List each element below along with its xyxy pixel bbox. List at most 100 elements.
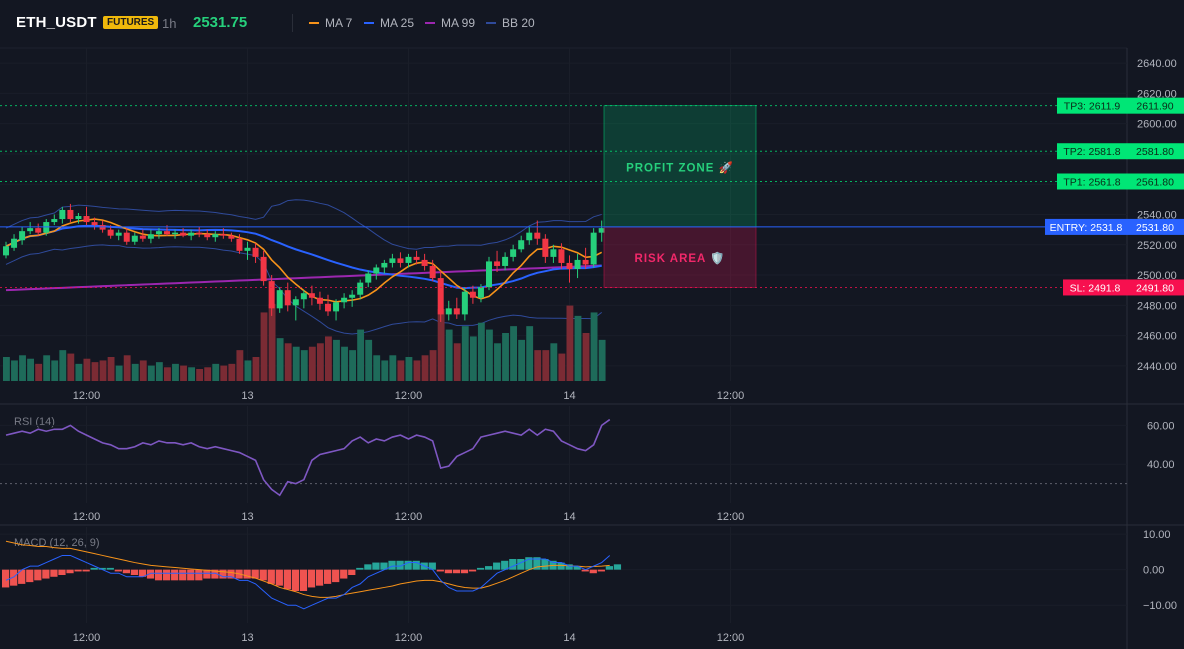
time-axis-label-macd: 14 <box>563 632 575 644</box>
ma99-line <box>5 264 602 292</box>
candle-body <box>550 249 557 257</box>
time-axis-label-macd: 13 <box>241 632 253 644</box>
candle-body <box>333 302 340 312</box>
candle-body <box>445 308 452 315</box>
macd-histogram-bar <box>219 569 227 579</box>
volume-bar <box>598 339 606 381</box>
macd-histogram-bar <box>332 569 340 583</box>
timeframe-selector[interactable]: 1h <box>162 16 177 31</box>
candle-body <box>244 247 251 251</box>
macd-histogram-bar <box>114 569 122 572</box>
volume-bar <box>284 343 292 381</box>
legend-ma99[interactable]: MA 99 <box>425 16 475 30</box>
level-label-sl: SL: 2491.8 <box>1070 282 1121 294</box>
legend-ma25[interactable]: MA 25 <box>364 16 414 30</box>
time-axis-label-rsi: 13 <box>241 511 253 523</box>
volume-bar <box>445 329 453 381</box>
time-axis-label-rsi: 14 <box>563 511 575 523</box>
macd-histogram-bar <box>211 569 219 579</box>
candle-body <box>518 240 525 250</box>
candle-body <box>228 235 235 239</box>
volume-bar <box>574 315 582 381</box>
volume-bar <box>107 357 115 381</box>
candle-body <box>147 234 154 239</box>
volume-bar <box>147 365 155 381</box>
volume-bar <box>172 363 179 381</box>
rsi-tick-label: 60.00 <box>1147 420 1175 432</box>
candle-body <box>574 259 581 269</box>
macd-line <box>5 554 611 610</box>
macd-histogram-bar <box>557 562 565 570</box>
volume-bar <box>389 355 397 381</box>
candle-body <box>276 290 283 309</box>
volume-bar <box>502 333 509 381</box>
level-axis-tag-tp1 <box>1127 173 1184 190</box>
legend-bb20-label: BB 20 <box>502 16 535 30</box>
volume-bar <box>325 336 332 381</box>
macd-histogram-bar <box>605 566 613 570</box>
profit-zone-label: PROFIT ZONE 🚀 <box>626 160 734 174</box>
candle-body <box>510 249 517 257</box>
candle-body <box>11 238 18 248</box>
candle-body <box>486 261 492 288</box>
candle-body <box>164 231 170 235</box>
macd-histogram-bar <box>154 569 163 581</box>
macd-histogram-bar <box>195 569 203 581</box>
candle-body <box>19 231 26 241</box>
candle-body <box>308 293 315 298</box>
volume-bar <box>341 346 348 381</box>
volume-bar <box>461 326 469 381</box>
level-axis-tag-tp2 <box>1127 143 1184 160</box>
volume-bar <box>349 350 356 381</box>
time-axis-label-rsi: 12:00 <box>395 511 423 523</box>
macd-histogram-bar <box>299 569 308 591</box>
macd-histogram-bar <box>589 569 597 574</box>
candle-body <box>542 238 549 257</box>
level-axis-label-tp3: 2611.90 <box>1136 101 1173 113</box>
macd-histogram-bar <box>34 569 42 581</box>
volume-bar <box>357 329 365 381</box>
legend-ma7-label: MA 7 <box>325 16 353 30</box>
candle-body <box>373 267 380 274</box>
candle-body <box>212 234 219 238</box>
candle-body <box>59 209 66 220</box>
macd-histogram-bar <box>380 562 388 570</box>
time-axis-label-main: 12:00 <box>395 390 423 402</box>
macd-histogram-bar <box>509 559 517 570</box>
macd-histogram-bar <box>581 569 589 572</box>
legend-bb20[interactable]: BB 20 <box>486 16 535 30</box>
macd-histogram-bar <box>428 562 436 570</box>
level-axis-tag-sl <box>1127 279 1184 296</box>
price-tick-label: 2500.00 <box>1137 270 1177 282</box>
symbol-name[interactable]: ETH_USDT <box>16 14 97 31</box>
candle-body <box>300 293 307 300</box>
price-tick-label: 2520.00 <box>1137 240 1177 252</box>
macd-title: MACD (12, 26, 9) <box>14 537 100 549</box>
macd-histogram-bar <box>340 569 348 579</box>
macd-signal-line <box>5 540 610 598</box>
volume-bar <box>381 360 389 381</box>
header-divider <box>292 14 293 32</box>
volume-bar <box>212 363 220 381</box>
candle-body <box>381 262 388 268</box>
candle-body <box>83 216 90 223</box>
candle-body <box>413 256 420 260</box>
time-axis-label-rsi: 12:00 <box>73 511 101 523</box>
candle-body <box>131 235 138 242</box>
legend-ma7[interactable]: MA 7 <box>309 16 352 30</box>
price-tick-label: 2460.00 <box>1137 331 1177 343</box>
volume-bar <box>260 312 268 381</box>
candle-body <box>172 232 179 235</box>
volume-bar <box>510 326 517 381</box>
time-axis-label-macd: 12:00 <box>73 632 101 644</box>
candle-body <box>115 232 122 236</box>
macd-histogram-bar <box>324 569 332 584</box>
volume-bar <box>300 350 308 381</box>
volume-bar <box>139 360 147 381</box>
candle-body <box>268 281 275 309</box>
volume-bar <box>421 355 429 381</box>
candle-body <box>590 232 597 265</box>
legend-ma7-swatch <box>309 22 319 24</box>
candle-body <box>188 232 195 236</box>
